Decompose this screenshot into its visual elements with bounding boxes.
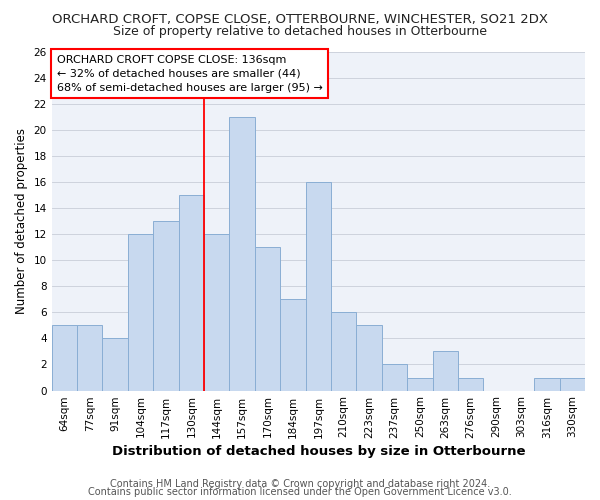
Bar [407,378,433,390]
Text: Contains public sector information licensed under the Open Government Licence v3: Contains public sector information licen… [88,487,512,497]
Bar [153,221,179,390]
Text: Size of property relative to detached houses in Otterbourne: Size of property relative to detached ho… [113,25,487,38]
Bar [382,364,407,390]
Text: ORCHARD CROFT, COPSE CLOSE, OTTERBOURNE, WINCHESTER, SO21 2DX: ORCHARD CROFT, COPSE CLOSE, OTTERBOURNE,… [52,12,548,26]
Bar [280,300,305,390]
Bar [433,352,458,391]
Bar [356,326,382,390]
Bar [560,378,585,390]
Y-axis label: Number of detached properties: Number of detached properties [15,128,28,314]
Text: Contains HM Land Registry data © Crown copyright and database right 2024.: Contains HM Land Registry data © Crown c… [110,479,490,489]
Bar [331,312,356,390]
Bar [534,378,560,390]
Bar [305,182,331,390]
X-axis label: Distribution of detached houses by size in Otterbourne: Distribution of detached houses by size … [112,444,525,458]
Bar [458,378,484,390]
Bar [204,234,229,390]
Bar [179,195,204,390]
Text: ORCHARD CROFT COPSE CLOSE: 136sqm
← 32% of detached houses are smaller (44)
68% : ORCHARD CROFT COPSE CLOSE: 136sqm ← 32% … [57,55,323,93]
Bar [103,338,128,390]
Bar [255,247,280,390]
Bar [52,326,77,390]
Bar [229,116,255,390]
Bar [128,234,153,390]
Bar [77,326,103,390]
